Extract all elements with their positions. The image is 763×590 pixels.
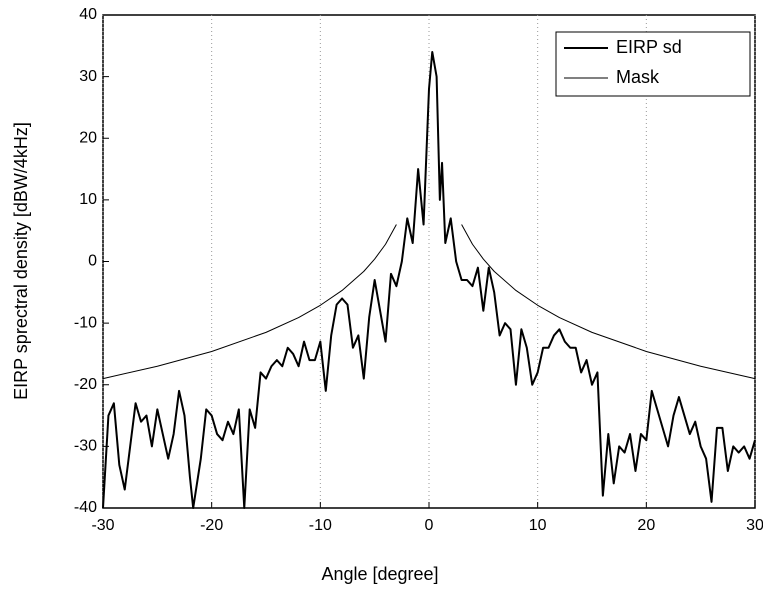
x-axis-label: Angle [degree] (321, 564, 438, 584)
x-tick-label: -10 (309, 517, 332, 534)
y-tick-label: 30 (79, 68, 97, 85)
line-series (102, 50, 756, 509)
x-tick-label: 30 (746, 517, 763, 534)
y-tick-label: -30 (74, 438, 97, 455)
x-tick-label: -20 (200, 517, 223, 534)
line-series (102, 224, 397, 380)
x-tick-label: 10 (529, 517, 547, 534)
x-tick-label: 0 (425, 517, 434, 534)
legend-box (555, 31, 751, 97)
y-axis-label: EIRP sprectral density [dBW/4kHz] (11, 122, 31, 400)
line-series (461, 224, 756, 380)
x-tick-label: -30 (91, 517, 114, 534)
y-tick-label: -40 (74, 499, 97, 516)
legend-label: Mask (616, 67, 660, 87)
y-tick-label: -20 (74, 376, 97, 393)
y-tick-label: 20 (79, 129, 97, 146)
y-tick-label: -10 (74, 314, 97, 331)
y-tick-label: 0 (88, 253, 97, 270)
y-tick-label: 40 (79, 6, 97, 23)
x-tick-label: 20 (637, 517, 655, 534)
legend-label: EIRP sd (616, 37, 682, 57)
y-tick-label: 10 (79, 191, 97, 208)
